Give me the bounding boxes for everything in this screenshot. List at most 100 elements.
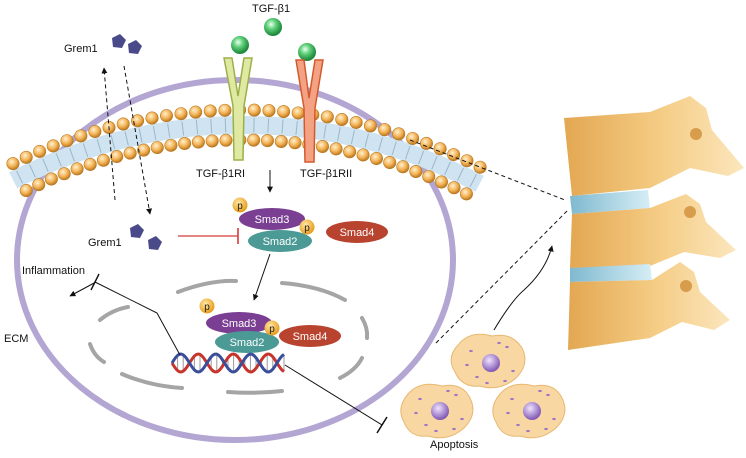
lipid-head [151,141,163,153]
apoptotic-fragment [414,412,418,414]
lipid-head [20,184,32,196]
lipid-head [261,134,273,146]
lipid-head [474,161,486,173]
receptor2-label: TGF-β1RII [300,168,352,180]
apoptosis-label: Apoptosis [430,439,479,451]
nuclear-envelope-segment [340,358,362,378]
ligand-ball [231,36,249,54]
apoptotic-fragment [511,370,515,372]
dna-helix [172,354,284,372]
smad-complex-nucleus: Smad3 Smad2 p p Smad4 [200,299,342,354]
bilayer-tail-band [9,116,484,192]
apoptotic-fragment [418,398,422,400]
grem1-pentagon-icon [128,40,142,54]
lipid-head [45,173,57,185]
lipid-head [248,104,260,116]
apoptotic-fragment [475,376,479,378]
vertebra-foramen [684,206,696,218]
apoptotic-fragment [465,364,469,366]
apoptotic-fragment [452,428,456,430]
lipid-head [370,152,382,164]
lipid-head [220,134,232,146]
apoptotic-fragment [460,418,464,420]
lipid-head [336,113,348,125]
phospho-label: p [304,223,310,234]
lipid-head [33,178,45,190]
inflammation-inhibit-line [95,282,180,355]
nuclear-envelope-segment [178,281,236,292]
ecm-label: ECM [4,333,28,345]
apoptosis-to-spine-arrow [494,246,552,330]
apoptosis-inhibit-line [285,365,382,425]
lipid-head [33,145,45,157]
lipid-head [204,105,216,117]
apoptotic-fragment [506,412,510,414]
lipid-head [20,151,32,163]
vertebra [564,96,744,196]
lipid-head [247,134,259,146]
nuclear-envelope-segment [362,318,367,338]
grem1-top-label: Grem1 [64,43,98,55]
apoptotic-fragment [454,394,458,396]
apoptotic-fragment [503,380,507,382]
lipid-head [292,107,304,119]
apoptotic-fragment [446,390,450,392]
apoptotic-fragment [505,346,509,348]
apoptotic-fragment [424,424,428,426]
grem1-mid-label: Grem1 [88,237,122,249]
lipid-head [423,170,435,182]
lipid-head [58,168,70,180]
apoptotic-fragment [497,342,501,344]
smad3-nuc-label: Smad3 [222,318,257,330]
grem1-pentagon-icon [112,34,126,48]
apoptotic-fragment [546,394,550,396]
lipid-head [357,149,369,161]
grem1-intracellular: Grem1 [88,224,238,250]
apoptotic-fragment [538,390,542,392]
lipid-head [460,188,472,200]
ligand-label: TGF-β1 [252,3,290,15]
smad-complex-cytoplasm: Smad3 Smad2 p p Smad4 [233,198,389,253]
nuclear-envelope-segment [228,391,282,393]
lipid-head [364,120,376,132]
ligand-ball [264,18,282,36]
inflammation-label: Inflammation [22,265,85,277]
lipid-bilayer [7,104,487,200]
smad3-cyto-label: Smad3 [255,214,290,226]
smad2-nuc-label: Smad2 [230,337,265,349]
lipid-head [84,158,96,170]
receptor1-label: TGF-β1RI [196,168,245,180]
apoptotic-nucleus [523,402,541,420]
lipid-head [263,104,275,116]
lipid-head [384,156,396,168]
lipid-head [350,116,362,128]
lipid-head [192,136,204,148]
lipid-head [47,140,59,152]
spine-illustration [564,96,744,350]
lipid-head [117,118,129,130]
apoptotic-fragment [469,350,473,352]
smad4-cyto-label: Smad4 [340,227,375,239]
apoptosis-inhibit-bar [377,417,387,433]
lipid-head [435,176,447,188]
apoptotic-fragment [544,428,548,430]
smad2-cyto-label: Smad2 [263,236,298,248]
phospho-label: p [237,201,243,212]
ligand-ball [298,43,316,61]
lipid-head [289,137,301,149]
grem1-pentagon-icon [148,236,162,250]
nuclear-envelope-segment [100,307,128,320]
lipid-head [330,143,342,155]
grem1-pentagon-icon [130,224,144,238]
lipid-head [71,163,83,175]
apoptotic-fragment [516,424,520,426]
lipid-head [61,134,73,146]
apoptotic-nucleus [431,402,449,420]
lipid-head [160,109,172,121]
lipid-head [75,130,87,142]
lipid-head [7,157,19,169]
lipid-head [124,147,136,159]
apoptotic-fragment [510,398,514,400]
